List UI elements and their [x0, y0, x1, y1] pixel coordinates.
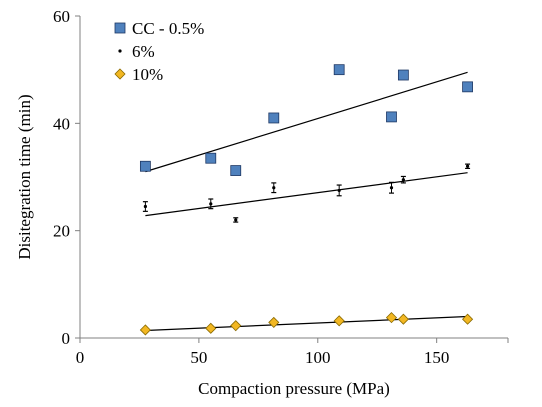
- x-axis-title: Compaction pressure (MPa): [198, 379, 390, 398]
- x-tick-label: 100: [305, 348, 331, 367]
- trendline-series-1: [145, 71, 468, 173]
- data-point-series-2: [389, 186, 394, 190]
- data-point-series-1: [205, 152, 217, 164]
- data-point-series-3: [205, 322, 217, 334]
- data-point-series-3: [333, 315, 345, 327]
- data-point-series-1: [462, 81, 473, 93]
- data-point-series-3: [139, 324, 151, 336]
- x-tick-label: 50: [190, 348, 207, 367]
- data-point-series-3: [397, 313, 409, 325]
- data-point-series-3: [230, 320, 242, 332]
- legend: CC - 0.5% 6% 10%: [114, 19, 204, 84]
- data-point-series-1: [230, 165, 242, 176]
- legend-label-3: 10%: [132, 65, 163, 84]
- legend-marker-2: [118, 49, 122, 53]
- data-point-series-1: [268, 112, 280, 124]
- trendlines: [145, 71, 468, 332]
- y-axis-title: Disitegration time (min): [15, 94, 34, 259]
- y-tick-label: 40: [53, 114, 70, 133]
- legend-marker-1: [114, 22, 126, 34]
- data-point-series-2: [337, 188, 341, 193]
- data-points: [139, 64, 474, 336]
- trendline-series-3: [145, 315, 468, 332]
- legend-label-1: CC - 0.5%: [132, 19, 204, 38]
- x-tick-label: 0: [76, 348, 85, 367]
- data-point-series-1: [386, 111, 397, 123]
- data-point-series-3: [268, 316, 280, 329]
- data-point-series-2: [234, 218, 238, 222]
- data-point-series-2: [143, 204, 147, 209]
- legend-label-2: 6%: [132, 42, 155, 61]
- data-point-series-2: [401, 178, 405, 182]
- legend-marker-3: [114, 68, 126, 80]
- data-point-series-3: [385, 312, 398, 324]
- data-point-series-1: [397, 69, 409, 81]
- y-tick-label: 60: [53, 7, 70, 26]
- trendline-series-2: [145, 172, 468, 217]
- data-point-series-1: [139, 160, 151, 172]
- axes: 0 20 40 60 0 50 100 150: [53, 7, 509, 367]
- data-point-series-2: [272, 186, 276, 190]
- data-point-series-2: [209, 202, 213, 206]
- data-point-series-1: [333, 64, 345, 76]
- data-point-series-2: [465, 164, 470, 168]
- x-tick-label: 150: [424, 348, 450, 367]
- y-tick-label: 20: [53, 222, 70, 241]
- data-point-series-3: [462, 313, 474, 325]
- y-tick-label: 0: [62, 329, 71, 348]
